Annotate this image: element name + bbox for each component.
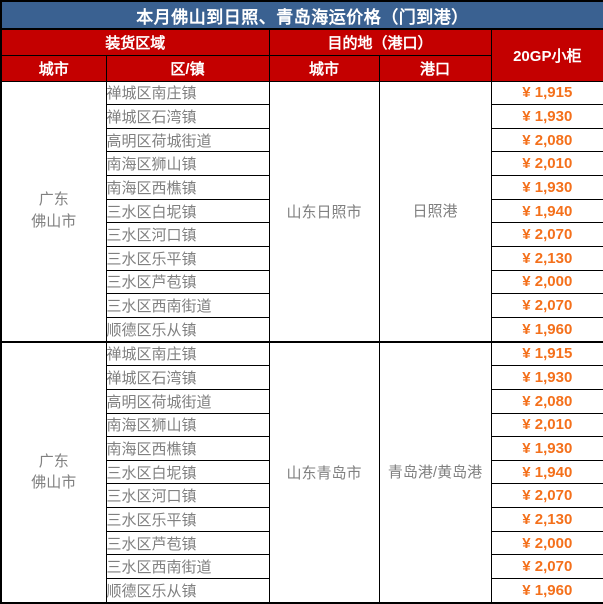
port-name: 日照港 <box>412 202 458 220</box>
header-row-groups: 装货区域 目的地（港口） 20GP小柜 <box>0 28 603 82</box>
header-row-columns: 城市 区/镇 城市 港口 <box>0 54 603 82</box>
origin-city: 佛山市 <box>31 213 77 231</box>
price-cell: ¥ 2,080 <box>490 388 603 414</box>
table-row: 南海区西樵镇 ¥ 1,930 <box>1 436 603 461</box>
table-row: 三水区乐平镇 ¥ 2,130 <box>1 245 603 271</box>
price-cell: ¥ 2,130 <box>490 507 603 532</box>
table-row: 高明区荷城街道 ¥ 2,080 <box>1 388 603 414</box>
district-cell: 禅城区石湾镇 <box>105 365 270 390</box>
district-cell: 顺德区乐从镇 <box>105 316 270 343</box>
price-cell: ¥ 1,915 <box>490 340 603 367</box>
header-district: 区/镇 <box>105 54 270 82</box>
port-name: 青岛港/黄岛港 <box>387 463 483 481</box>
header-loading-area: 装货区域 <box>0 28 270 56</box>
district-cell: 南海区西樵镇 <box>105 436 270 461</box>
table-row: 禅城区石湾镇 ¥ 1,930 <box>1 104 603 129</box>
district-cell: 南海区狮山镇 <box>105 151 270 177</box>
table-row: 高明区荷城街道 ¥ 2,080 <box>1 127 603 153</box>
district-cell: 三水区河口镇 <box>105 222 270 247</box>
district-cell: 南海区狮山镇 <box>105 412 270 438</box>
destination-city-cell: 山东青岛市 <box>268 340 380 604</box>
table-row: 三水区河口镇 ¥ 2,070 <box>1 483 603 509</box>
origin-province: 广东 <box>38 191 69 209</box>
origin-province: 广东 <box>38 452 69 470</box>
destination-city-cell: 山东日照市 <box>268 80 380 343</box>
table-row: 禅城区石湾镇 ¥ 1,930 <box>1 365 603 390</box>
table-row: 三水区芦苞镇 ¥ 2,000 <box>1 530 603 556</box>
district-cell: 三水区西南街道 <box>105 554 270 580</box>
table-row: 南海区狮山镇 ¥ 2,010 <box>1 412 603 438</box>
table-row: 三水区西南街道 ¥ 2,070 <box>1 293 603 318</box>
price-cell: ¥ 2,070 <box>490 293 603 318</box>
price-cell: ¥ 2,070 <box>490 483 603 509</box>
district-cell: 三水区白坭镇 <box>105 459 270 485</box>
price-cell: ¥ 1,960 <box>490 316 603 343</box>
price-cell: ¥ 2,070 <box>490 222 603 247</box>
district-cell: 高明区荷城街道 <box>105 127 270 153</box>
table-row: 三水区芦苞镇 ¥ 2,000 <box>1 269 603 295</box>
price-cell: ¥ 2,000 <box>490 269 603 295</box>
price-cell: ¥ 1,930 <box>490 436 603 461</box>
district-cell: 南海区西樵镇 <box>105 175 270 200</box>
port-cell: 日照港 <box>378 80 492 343</box>
district-cell: 三水区西南街道 <box>105 293 270 318</box>
district-cell: 三水区河口镇 <box>105 483 270 509</box>
table-row: 广东 佛山市 禅城区南庄镇 山东日照市 日照港 ¥ 1,915 <box>0 80 603 343</box>
price-cell: ¥ 1,930 <box>490 175 603 200</box>
district-cell: 禅城区石湾镇 <box>105 104 270 129</box>
price-cell: ¥ 1,930 <box>490 365 603 390</box>
header-container-type: 20GP小柜 <box>490 28 603 82</box>
price-cell: ¥ 2,070 <box>490 554 603 580</box>
table-row: 三水区河口镇 ¥ 2,070 <box>1 222 603 247</box>
header-dest-city: 城市 <box>268 54 380 82</box>
table-row: 顺德区乐从镇 ¥ 1,960 <box>1 578 603 604</box>
table-row: 南海区西樵镇 ¥ 1,930 <box>1 175 603 200</box>
district-cell: 高明区荷城街道 <box>105 388 270 414</box>
origin-city: 佛山市 <box>31 474 77 492</box>
origin-cell: 广东 佛山市 <box>0 340 107 604</box>
district-cell: 三水区乐平镇 <box>105 245 270 271</box>
table-row: 顺德区乐从镇 ¥ 1,960 <box>1 316 603 343</box>
title-row: 本月佛山到日照、青岛海运价格（门到港） <box>0 0 603 30</box>
district-cell: 三水区乐平镇 <box>105 507 270 532</box>
district-cell: 禅城区南庄镇 <box>105 340 270 367</box>
price-cell: ¥ 1,930 <box>490 104 603 129</box>
header-origin-city: 城市 <box>0 54 107 82</box>
price-cell: ¥ 2,010 <box>490 151 603 177</box>
page-title: 本月佛山到日照、青岛海运价格（门到港） <box>0 0 603 30</box>
port-cell: 青岛港/黄岛港 <box>378 340 492 604</box>
price-cell: ¥ 1,915 <box>490 80 603 106</box>
district-cell: 三水区芦苞镇 <box>105 530 270 556</box>
table-row: 三水区白坭镇 ¥ 1,940 <box>1 459 603 485</box>
district-cell: 三水区白坭镇 <box>105 198 270 224</box>
header-port: 港口 <box>378 54 492 82</box>
price-cell: ¥ 1,940 <box>490 198 603 224</box>
origin-cell: 广东 佛山市 <box>0 80 107 343</box>
price-cell: ¥ 2,000 <box>490 530 603 556</box>
district-cell: 三水区芦苞镇 <box>105 269 270 295</box>
price-cell: ¥ 1,940 <box>490 459 603 485</box>
table-row: 广东 佛山市 禅城区南庄镇 山东青岛市 青岛港/黄岛港 ¥ 1,915 <box>0 340 603 604</box>
district-cell: 顺德区乐从镇 <box>105 578 270 604</box>
price-cell: ¥ 2,080 <box>490 127 603 153</box>
price-cell: ¥ 2,010 <box>490 412 603 438</box>
header-destination-group: 目的地（港口） <box>268 28 492 56</box>
price-cell: ¥ 1,960 <box>490 578 603 604</box>
price-cell: ¥ 2,130 <box>490 245 603 271</box>
district-cell: 禅城区南庄镇 <box>105 80 270 106</box>
